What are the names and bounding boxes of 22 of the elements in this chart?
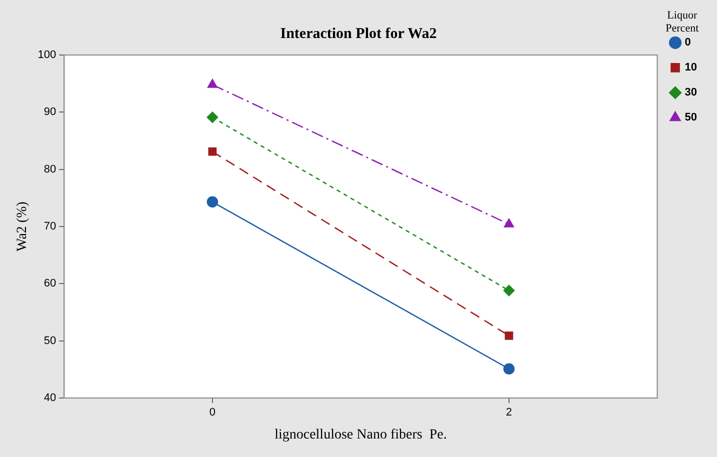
chart-title: Interaction Plot for Wa2: [280, 26, 437, 42]
y-tick-label: 80: [44, 163, 56, 176]
x-axis-title: lignocellulose Nano fibers Pe.: [274, 427, 447, 442]
point: [503, 363, 515, 374]
y-tick-label: 60: [44, 278, 56, 290]
legend-label: 30: [684, 86, 698, 99]
point: [206, 112, 218, 123]
point: [504, 332, 514, 340]
legend-label: 50: [684, 112, 698, 124]
y-tick-label: 70: [44, 220, 56, 233]
y-tick-label: 40: [44, 392, 56, 404]
point: [206, 196, 218, 208]
point: [208, 147, 217, 156]
point: [503, 284, 515, 296]
y-axis-title: Wa2 (%): [15, 201, 30, 252]
legend-label: 0: [684, 36, 691, 49]
legend-label: 10: [684, 62, 698, 74]
legend-title: Liquor Percent: [666, 9, 699, 35]
x-tick-label: 2: [506, 406, 512, 419]
y-tick-label: 100: [38, 49, 56, 62]
y-tick-label: 90: [44, 106, 56, 118]
y-tick-label: 50: [44, 334, 56, 347]
